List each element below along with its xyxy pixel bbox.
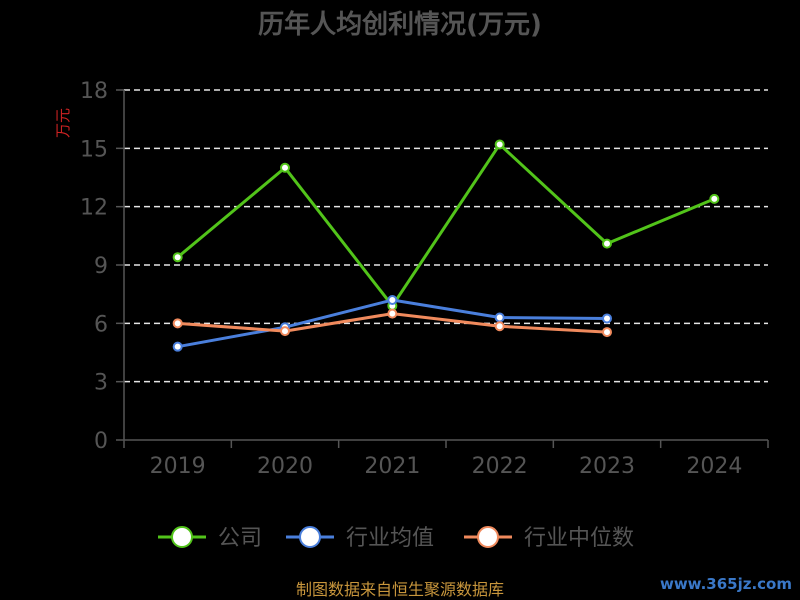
x-tick-label-2020: 2020 [257, 454, 313, 479]
y-tick-label-12: 12 [80, 196, 108, 221]
data-point-3-2019 [172, 318, 183, 329]
x-tick-label-2021: 2021 [364, 454, 420, 479]
chart-title: 历年人均创利情况(万元) [258, 9, 542, 40]
x-tick-label-2023: 2023 [579, 454, 635, 479]
data-point-2-2021 [387, 295, 398, 305]
legend-item-3[interactable]: 行业中位数 [464, 526, 634, 551]
series-lines [172, 139, 720, 352]
legend-label: 行业中位数 [524, 526, 634, 551]
axes [116, 89, 769, 448]
x-tick-labels: 2019 2020 2021 2022 2023 2024 [150, 454, 743, 479]
series-3 [172, 308, 612, 338]
data-point-2-2022 [494, 312, 505, 323]
legend-marker [477, 526, 499, 548]
x-tick-label-2022: 2022 [472, 454, 528, 479]
y-tick-label-9: 9 [94, 254, 108, 279]
legend-item-2[interactable]: 行业均值 [286, 526, 434, 551]
data-point-3-2020 [280, 326, 290, 337]
series-line-1 [176, 142, 715, 308]
legend[interactable]: 公司 行业均值 行业中位数 [158, 526, 634, 551]
data-point-2-2023 [602, 313, 612, 324]
data-point-1-2020 [280, 162, 290, 173]
y-tick-labels: 0 3 6 9 12 15 18 [80, 79, 108, 454]
data-source-note: 制图数据来自恒生聚源数据库 [296, 580, 504, 599]
legend-marker [171, 526, 193, 548]
y-tick-label-0: 0 [94, 429, 108, 454]
y-tick-label-3: 3 [94, 371, 108, 396]
x-tick-label-2019: 2019 [150, 454, 206, 479]
data-point-1-2024 [709, 193, 720, 204]
data-point-3-2022 [494, 321, 505, 332]
legend-label: 公司 [218, 526, 262, 551]
series-1 [172, 139, 720, 311]
data-point-3-2021 [387, 308, 398, 319]
data-point-2-2019 [172, 341, 183, 352]
legend-label: 行业均值 [346, 526, 434, 551]
grid-lines [124, 89, 768, 383]
y-tick-label-15: 15 [80, 137, 108, 162]
data-point-1-2023 [602, 238, 612, 249]
data-point-1-2022 [494, 139, 505, 150]
data-point-3-2023 [602, 327, 612, 338]
legend-item-1[interactable]: 公司 [158, 526, 262, 551]
data-point-1-2019 [172, 252, 183, 263]
watermark: www.365jz.com [660, 575, 792, 593]
legend-marker [299, 526, 321, 548]
y-axis-unit: 万元 [54, 108, 72, 138]
y-tick-label-18: 18 [80, 79, 108, 104]
y-tick-label-6: 6 [94, 312, 108, 337]
x-tick-label-2024: 2024 [686, 454, 742, 479]
